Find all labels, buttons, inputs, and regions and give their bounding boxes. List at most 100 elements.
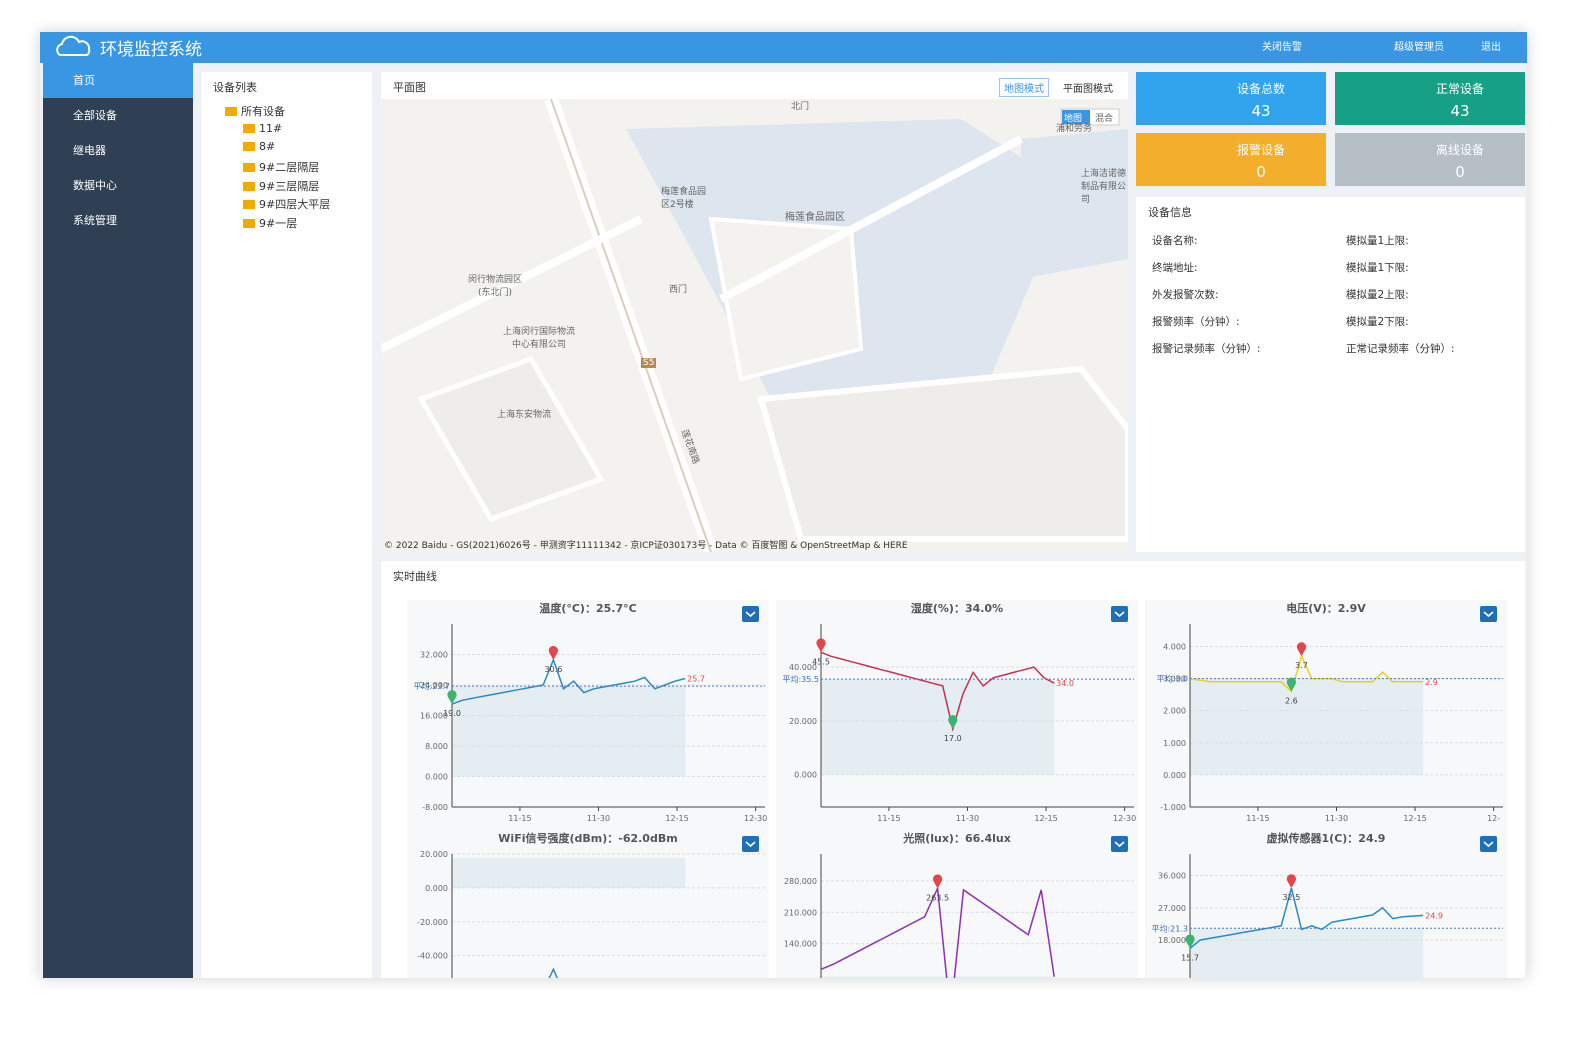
y-tick-label: 18.000 xyxy=(1158,936,1186,945)
tree-node[interactable]: 9#二层隔层 xyxy=(243,159,319,175)
y-tick-label: -40.000 xyxy=(417,952,448,961)
map-type[interactable]: 混合 xyxy=(1095,114,1114,124)
map-copyright: © 2022 Baidu - GS(2021)6026号 - 甲测资字11111… xyxy=(384,541,908,551)
y-tick-label: 3.000 xyxy=(1163,675,1186,684)
max-label: 3.7 xyxy=(1295,661,1308,670)
series-line xyxy=(1190,887,1424,949)
x-tick-label: 11-15 xyxy=(877,814,900,823)
tree-node[interactable]: 8# xyxy=(243,140,275,153)
chart-title: 虚拟传感器1(C)：24.9 xyxy=(1267,831,1386,845)
avg-label: 平均:21.3 xyxy=(1151,923,1188,933)
dropdown-button[interactable] xyxy=(1480,606,1497,622)
stat-label: 正常设备 xyxy=(1435,82,1484,96)
line-chart: 虚拟传感器1(C)：24.918.00027.00036.00011-1511-… xyxy=(1145,830,1507,978)
y-tick-label: 210.000 xyxy=(784,908,817,917)
tree-label: 9#二层隔层 xyxy=(259,161,320,174)
map-label: 上海东安物流 xyxy=(497,410,552,420)
map-type[interactable]: 地图 xyxy=(1064,114,1083,124)
stat-card: 报警设备 0 xyxy=(1136,133,1326,186)
y-tick-label: 1.000 xyxy=(1163,739,1186,748)
avg-label: 平均:35.5 xyxy=(782,674,819,684)
x-tick-label: 11-15 xyxy=(508,814,531,823)
info-field: 外发报警次数: xyxy=(1152,289,1219,301)
max-label: 32.5 xyxy=(1282,893,1300,902)
pin-min xyxy=(447,690,457,705)
min-label: 15.7 xyxy=(1181,953,1199,962)
dropdown-button[interactable] xyxy=(742,606,759,622)
mark-area xyxy=(821,679,1055,775)
tree-node[interactable]: 9#三层隔层 xyxy=(243,178,319,194)
map-label: 上海闵行国际物流中心有限公司 xyxy=(502,327,575,350)
x-tick-label: 11-30 xyxy=(1325,814,1348,823)
dropdown-icon xyxy=(745,841,756,848)
mark-area xyxy=(452,686,686,777)
stat-label: 报警设备 xyxy=(1236,143,1285,157)
y-tick-label: -8.000 xyxy=(422,803,448,812)
stat-value: 43 xyxy=(1450,102,1470,120)
info-field: 模拟量2下限: xyxy=(1346,316,1409,328)
line-chart: 温度(°C)：25.7°C -8.000 0.000 8.000 16.000 24.00… xyxy=(407,600,769,830)
min-label: 19.0 xyxy=(443,709,461,718)
series-line xyxy=(1190,653,1424,693)
logout[interactable]: 退出 xyxy=(1481,42,1501,53)
nav-item[interactable]: 数据中心 xyxy=(73,179,117,192)
mode-button[interactable]: 平面图模式 xyxy=(1063,84,1113,95)
stat-card: 正常设备 43 xyxy=(1335,72,1525,125)
dropdown-button[interactable] xyxy=(1111,606,1128,622)
line-chart: 电压(V)：2.9V -1.000 0.000 1.000 2.000 3.000 4.00… xyxy=(1145,600,1507,830)
mark-area xyxy=(1190,678,1424,775)
max-label: 45.5 xyxy=(812,657,830,666)
tree-node[interactable]: 11# xyxy=(243,122,282,135)
dropdown-button[interactable] xyxy=(1480,836,1497,852)
map xyxy=(381,99,1128,552)
y-tick-label: 20.000 xyxy=(789,717,817,726)
nav-item[interactable]: 首页 xyxy=(43,63,193,98)
tree-label: 8# xyxy=(259,140,276,153)
device-info: 设备信息 设备名称: 模拟量1上限: 终端地址: 模拟量1下限: 外发报警次数:… xyxy=(1136,197,1525,552)
chart-title: 光照(lux)：66.4lux xyxy=(902,831,1011,845)
tree-root[interactable]: 所有设备 xyxy=(225,103,285,119)
pin-max xyxy=(548,645,558,660)
tree-label: 9#四层大平层 xyxy=(259,198,331,211)
last-label: 24.9 xyxy=(1425,911,1443,920)
info-field: 模拟量1下限: xyxy=(1346,262,1409,274)
y-tick-label: 20.000 xyxy=(420,850,448,859)
info-field: 报警频率（分钟）: xyxy=(1152,316,1240,328)
y-tick-label: 4.000 xyxy=(1163,642,1186,651)
dropdown-button[interactable] xyxy=(1111,836,1128,852)
tree-node[interactable]: 9#一层 xyxy=(243,215,297,231)
chart-title: WiFi信号强度(dBm)：-62.0dBm xyxy=(498,831,677,845)
map-label: 浦和劳务 xyxy=(1056,124,1093,134)
series-line xyxy=(452,657,686,705)
line-chart: WiFi信号强度(dBm)：-62.0dBm -40.000 -20.000 0.00… xyxy=(407,830,769,978)
dropdown-icon xyxy=(1483,611,1494,618)
y-tick-label: 280.000 xyxy=(784,877,817,886)
stat-card: 离线设备 0 xyxy=(1335,133,1525,186)
sidebar: 首页 全部设备 继电器 数据中心 系统管理 xyxy=(43,63,193,978)
y-tick-label: 140.000 xyxy=(784,940,817,949)
alarm-toggle[interactable]: 关闭告警 xyxy=(1262,42,1302,53)
series-line xyxy=(548,967,558,978)
series-line xyxy=(821,885,1055,978)
panel-title: 设备列表 xyxy=(213,81,257,94)
tree-node[interactable]: 9#四层大平层 xyxy=(243,196,330,212)
map-label: 北门 xyxy=(791,102,810,112)
dropdown-icon xyxy=(1114,841,1125,848)
realtime-panel: 实时曲线 温度(°C)：25.7°C -8.000 0.000 8.000 16.000… xyxy=(381,561,1525,978)
mode-button[interactable]: 地图模式 xyxy=(999,78,1049,97)
panel-title: 实时曲线 xyxy=(393,570,437,583)
x-tick-label: 12-15 xyxy=(1403,814,1426,823)
dropdown-button[interactable] xyxy=(742,836,759,852)
pin-max xyxy=(816,638,826,653)
nav-item[interactable]: 继电器 xyxy=(73,144,106,157)
x-tick-label: 11-15 xyxy=(1246,814,1269,823)
map-label: 上海洁诺德制品有限公司 xyxy=(1081,169,1127,205)
tree-label: 9#一层 xyxy=(259,217,298,230)
y-tick-label: -20.000 xyxy=(417,918,448,927)
stat-value: 43 xyxy=(1251,102,1271,120)
nav-item[interactable]: 全部设备 xyxy=(73,109,117,122)
user-menu[interactable]: 超级管理员 xyxy=(1394,42,1444,53)
chart-title: 湿度(%)：34.0% xyxy=(911,601,1003,615)
nav-item[interactable]: 系统管理 xyxy=(73,214,117,227)
